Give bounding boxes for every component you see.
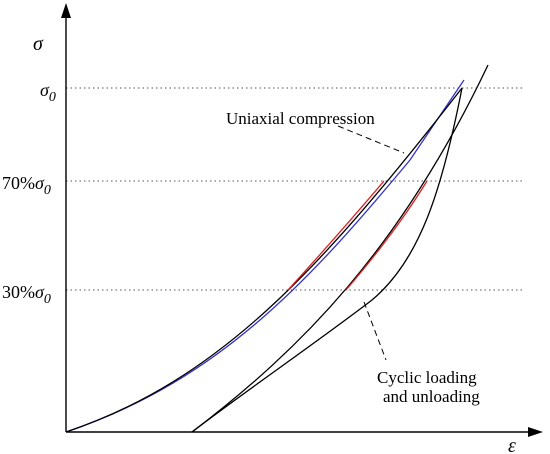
unloading-curve (191, 87, 463, 433)
x-axis-symbol: ε (508, 435, 516, 454)
axes (61, 3, 543, 437)
y-axis-symbol: σ (33, 33, 44, 55)
tick-30pct-sigma0: 30%σ0 (2, 282, 51, 307)
uniaxial-compression-label: Uniaxial compression (226, 109, 375, 128)
cyclic-leader-line (363, 301, 387, 361)
highlight-reloading-segment (345, 180, 428, 291)
cyclic-label-line1: Cyclic loading (377, 368, 477, 387)
tick-30pct-prefix: 30% (2, 282, 35, 302)
tick-30pct-sub: 0 (44, 292, 51, 307)
tick-sigma0-base: σ (40, 80, 50, 100)
x-axis-arrowhead (528, 427, 543, 437)
tick-70pct-base: σ (35, 173, 45, 193)
tick-sigma0: σ0 (40, 80, 56, 105)
cyclic-loading-curve (65, 87, 463, 433)
tick-70pct-prefix: 70% (2, 173, 35, 193)
cyclic-label-line2: and unloading (383, 387, 480, 406)
tick-70pct-sigma0: 70%σ0 (2, 173, 51, 198)
tick-sigma0-sub: 0 (49, 90, 56, 105)
highlight-loading-segment (287, 180, 385, 291)
tick-30pct-base: σ (35, 282, 45, 302)
reloading-curve (191, 64, 489, 433)
uniaxial-leader-line (337, 125, 405, 154)
tick-70pct-sub: 0 (44, 183, 51, 198)
y-axis-arrowhead (61, 3, 71, 18)
